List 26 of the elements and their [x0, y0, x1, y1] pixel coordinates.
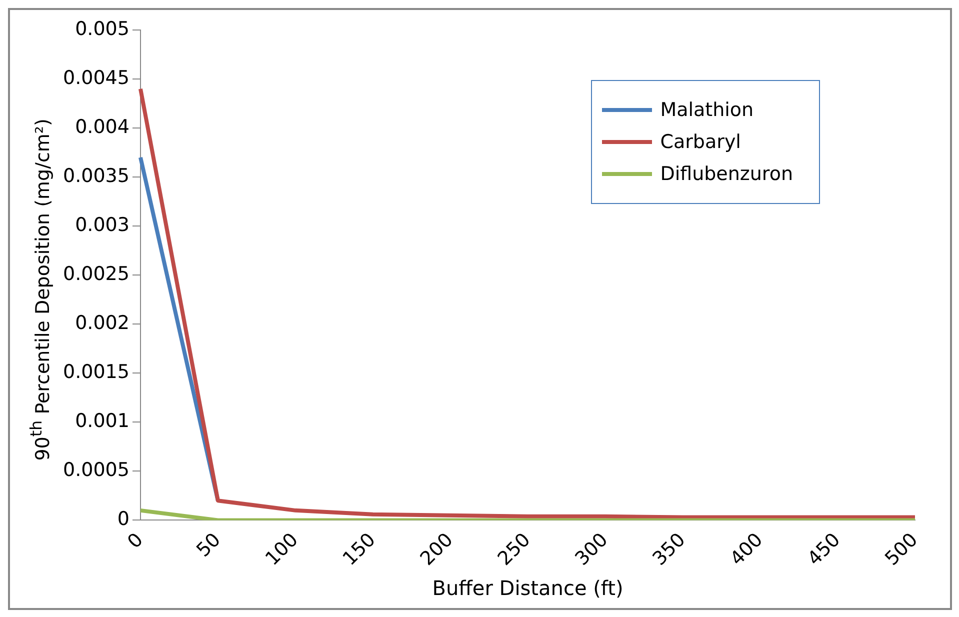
x-tick-label: 100: [261, 528, 302, 570]
legend-label: Malathion: [660, 99, 754, 121]
legend-label: Carbaryl: [660, 131, 741, 153]
x-tick-label: 400: [726, 528, 768, 570]
x-tick-label: 0: [123, 528, 148, 553]
legend-label: Diflubenzuron: [660, 163, 793, 185]
y-tick-label: 0.001: [75, 410, 130, 432]
y-tick-label: 0.004: [75, 116, 130, 138]
x-tick-label: 150: [338, 528, 380, 570]
y-tick-label: 0.002: [75, 312, 130, 334]
y-tick-label: 0.003: [75, 214, 130, 236]
x-axis-title: Buffer Distance (ft): [432, 576, 624, 600]
y-tick-label: 0: [117, 508, 130, 530]
y-tick-label: 0.0025: [62, 263, 130, 286]
y-tick-label: 0.005: [75, 18, 130, 40]
y-tick-label: 0.0035: [62, 165, 130, 188]
x-tick-label: 350: [648, 528, 690, 570]
y-tick-label: 0.0005: [62, 459, 130, 482]
x-tick-label: 250: [494, 528, 535, 570]
y-tick-label: 0.0015: [62, 361, 130, 384]
x-tick-label: 300: [571, 528, 612, 570]
x-tick-label: 450: [803, 528, 845, 570]
y-tick-label: 0.0045: [62, 66, 130, 89]
x-tick-label: 50: [192, 528, 225, 562]
x-tick-label: 200: [416, 528, 458, 570]
x-tick-label: 500: [880, 528, 922, 570]
